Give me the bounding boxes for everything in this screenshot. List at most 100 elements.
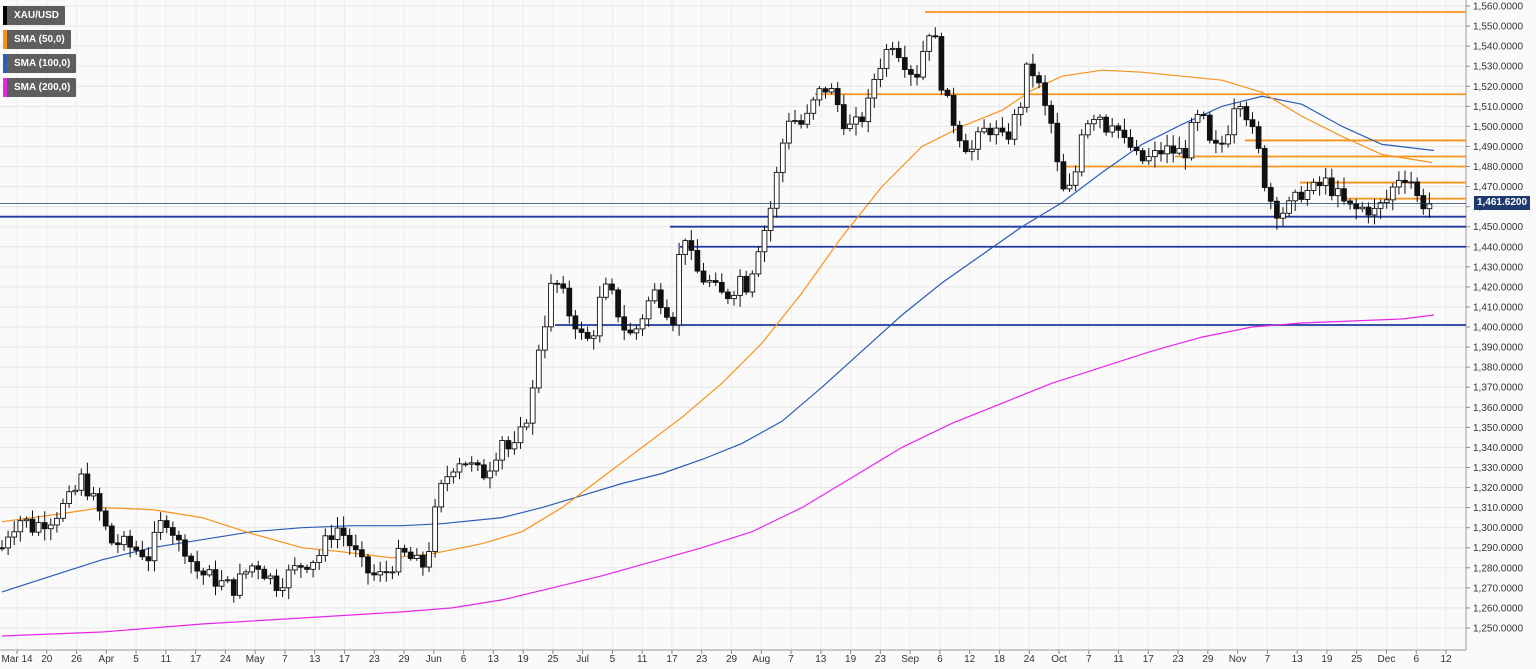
x-tick-label: 13 [488,654,500,665]
y-tick-label: 1,470.0000 [1473,182,1523,193]
x-tick-label: 11 [637,654,648,665]
candle-body [310,562,316,570]
candle-body [1408,181,1414,184]
candle-body [1292,191,1299,202]
x-tick-label: 24 [1024,654,1036,665]
y-tick-label: 1,380.0000 [1473,363,1523,374]
candle-body [743,275,750,293]
candle-body [188,555,194,563]
candle-body [78,473,85,491]
candle-body [1255,126,1262,149]
candle-body [413,554,420,559]
candle-body [1066,184,1073,190]
candle-body [462,463,469,466]
candle-body [151,531,158,562]
candle-body [645,300,652,320]
candle-body [133,546,140,551]
candle-body [1127,137,1134,148]
candle-body [438,483,445,508]
x-tick-label: Jul [576,654,589,665]
x-tick-label: 26 [71,654,83,665]
x-tick-label: May [246,654,265,665]
candle-body [1109,125,1116,133]
candle-body [66,491,72,504]
candle-body [121,535,127,546]
x-tick-label: Sep [901,654,919,665]
candle-body [1335,188,1341,197]
candle-body [273,575,280,591]
candle-body [96,493,103,512]
y-tick-label: 1,480.0000 [1473,162,1523,173]
x-tick-label: Nov [1229,654,1247,665]
candle-body [432,506,438,553]
candle-body [182,539,188,557]
legend-item-sma-50[interactable]: SMA (50,0) [3,30,71,49]
candle-body [853,116,859,125]
candle-body [981,127,987,133]
candle-body [1274,200,1280,219]
candle-body [731,294,737,300]
candle-body [670,316,676,326]
y-tick-label: 1,440.0000 [1473,242,1523,253]
candle-body [950,94,957,126]
x-tick-label: 7 [282,654,288,665]
candle-body [1158,150,1164,155]
candle-body [615,289,621,318]
candle-body [578,328,585,333]
y-tick-label: 1,500.0000 [1473,122,1523,133]
x-tick-label: 19 [845,654,857,665]
legend-item-xauusd[interactable]: XAU/USD [3,6,66,25]
candle-body [1377,202,1384,209]
candle-body [560,283,567,289]
candle-body [169,527,176,536]
candle-body [926,35,933,52]
legend-item-sma-100[interactable]: SMA (100,0) [3,54,77,73]
candle-body [474,462,481,466]
legend-item-sma-200[interactable]: SMA (200,0) [3,78,77,97]
candle-body [999,127,1006,133]
candle-body [334,527,341,540]
x-tick-label: 25 [547,654,559,665]
candle-body [987,127,994,136]
y-tick-label: 1,370.0000 [1473,383,1523,394]
y-tick-label: 1,250.0000 [1473,624,1523,635]
x-tick-label: 12 [1440,654,1452,665]
x-tick-label: 7 [1086,654,1092,665]
y-tick-label: 1,350.0000 [1473,423,1523,434]
candle-body [828,88,835,93]
candle-body [639,318,646,330]
x-tick-label: 5 [133,654,139,665]
candle-body [767,207,774,231]
candle-body [212,569,219,587]
candle-body [304,566,310,570]
x-tick-label: 25 [1351,654,1363,665]
candle-body [914,73,920,78]
x-tick-label: 19 [518,654,530,665]
candle-body [956,124,963,142]
candle-body [145,556,152,562]
candle-body [54,517,60,526]
candle-body [523,422,530,428]
candle-body [1353,203,1360,210]
candle-body [1036,75,1042,84]
x-tick-label: 11 [161,654,172,665]
candle-body [609,283,615,291]
candle-body [694,249,701,272]
candle-body [1133,146,1140,152]
x-tick-label: 6 [461,654,467,665]
candle-body [737,275,743,296]
candle-body [35,522,42,533]
candle-body [60,503,66,519]
candle-body [1005,131,1012,140]
candle-body [1170,145,1177,154]
x-tick-label: 13 [309,654,321,665]
legend-label-xauusd: XAU/USD [14,10,60,21]
x-tick-label: 20 [41,654,53,665]
candle-body [1176,147,1183,154]
y-tick-label: 1,490.0000 [1473,142,1523,153]
candle-body [1017,106,1024,115]
candle-body [285,569,292,589]
y-tick-label: 1,410.0000 [1473,302,1523,313]
candle-body [139,549,146,558]
candle-body [840,104,847,130]
